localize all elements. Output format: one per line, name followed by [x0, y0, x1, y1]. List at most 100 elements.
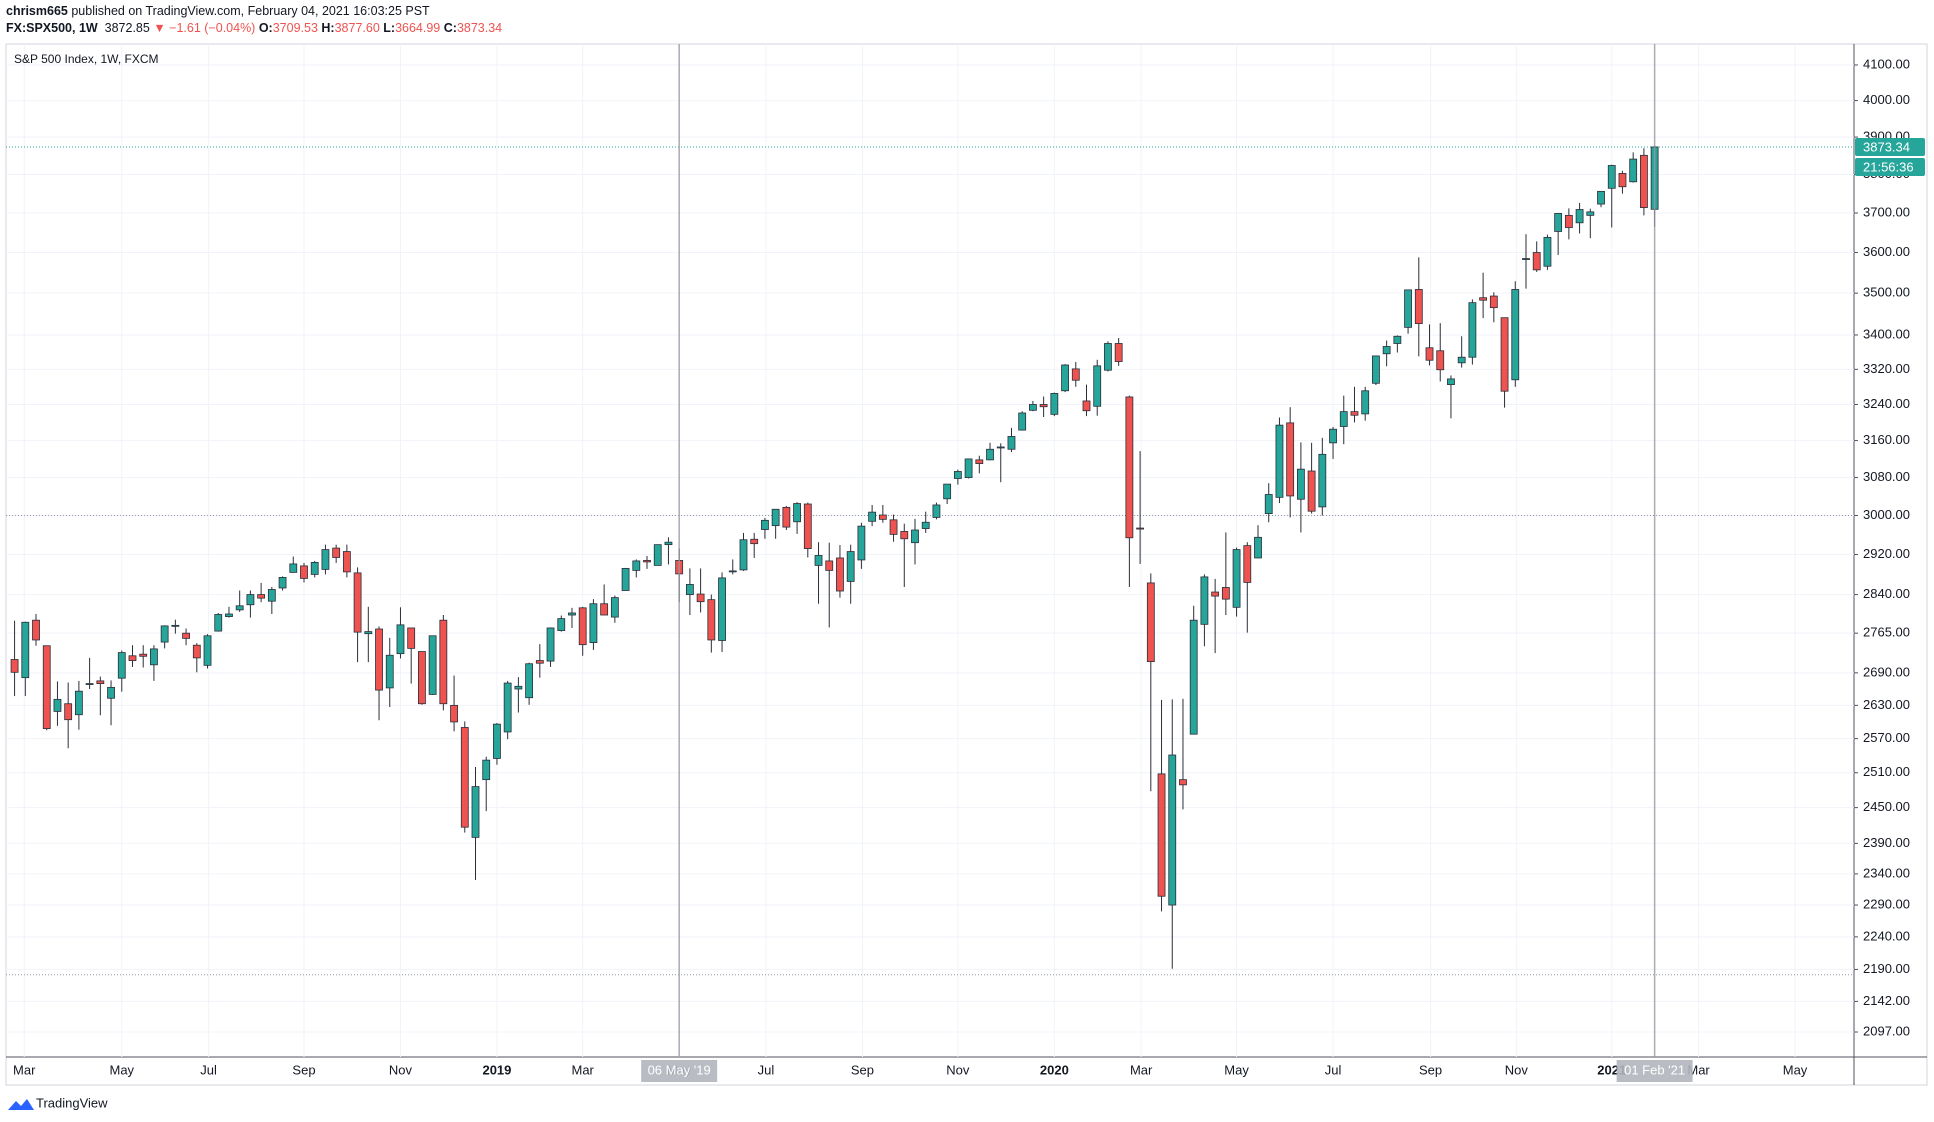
candle-body — [1114, 343, 1123, 362]
c-label: C: — [443, 21, 457, 35]
y-tick-label: 3320.00 — [1863, 361, 1910, 376]
candle-body — [21, 621, 30, 679]
x-tick-label: Sep — [292, 1062, 315, 1077]
x-tick-label: Jul — [758, 1062, 775, 1077]
candle-body — [214, 614, 223, 632]
candle-body — [1286, 422, 1295, 497]
y-tick-label: 2510.00 — [1863, 764, 1910, 779]
y-tick-label: 2290.00 — [1863, 896, 1910, 911]
y-tick-label: 2450.00 — [1863, 799, 1910, 814]
published: published on TradingView.com, February 0… — [71, 4, 430, 18]
candle-body — [1597, 190, 1605, 205]
crosshair-tag — [1616, 1060, 1693, 1082]
candle-body — [128, 655, 137, 661]
candle-body — [1157, 773, 1166, 897]
candle-body — [1500, 317, 1509, 392]
candle-body — [1543, 236, 1552, 267]
y-tick-label: 2765.00 — [1863, 625, 1910, 640]
y-tick-label: 3240.00 — [1863, 396, 1910, 411]
candle-body — [1522, 258, 1530, 260]
candle-body — [460, 727, 469, 828]
x-tick-label: Jul — [1325, 1062, 1342, 1077]
candle-body — [342, 551, 351, 573]
candle-body — [600, 603, 609, 616]
candle-body — [782, 506, 791, 528]
candle-body — [1018, 412, 1027, 431]
y-tick-label: 3400.00 — [1863, 326, 1910, 341]
y-tick-label: 3700.00 — [1863, 204, 1910, 219]
candle-body — [375, 628, 383, 691]
candle-body — [246, 594, 255, 606]
candle-body — [364, 631, 373, 635]
h: 3877.60 — [334, 21, 380, 35]
candle-body — [107, 686, 115, 699]
y-tick-label: 3500.00 — [1863, 285, 1910, 300]
x-tick-label: Sep — [851, 1062, 874, 1077]
candle-body — [1050, 393, 1059, 415]
candle-body — [525, 663, 533, 699]
candle-body — [493, 723, 501, 759]
candle-body — [707, 599, 716, 641]
candle-body — [900, 531, 909, 540]
y-tick-label: 4100.00 — [1863, 56, 1910, 71]
candle-body — [257, 594, 266, 599]
y-tick-label: 3160.00 — [1863, 432, 1910, 447]
candle-body — [1179, 779, 1187, 786]
crosshair-label: 06 May '19 — [648, 1062, 711, 1077]
candle-body — [1296, 468, 1305, 500]
candle-body — [911, 529, 919, 544]
candle-body — [696, 593, 705, 603]
x-tick-label: May — [109, 1062, 134, 1077]
candle-body — [1414, 289, 1423, 324]
candle-body — [1404, 289, 1412, 328]
last: 3872.85 — [104, 21, 150, 35]
y-tick-label: 2340.00 — [1863, 865, 1910, 880]
y-tick-label: 2570.00 — [1863, 730, 1910, 745]
candle-body — [1629, 158, 1638, 183]
candle-body — [1350, 411, 1359, 416]
candle-body — [1564, 214, 1573, 228]
candle-body — [836, 557, 844, 592]
candle-body — [439, 619, 448, 705]
candle-body — [450, 704, 458, 723]
candle-body — [1447, 378, 1455, 386]
candle-body — [1511, 289, 1520, 381]
l-label: L: — [383, 21, 396, 35]
candle-body — [1339, 411, 1348, 427]
candle-body — [74, 690, 83, 716]
candle-body — [1168, 754, 1177, 906]
candle-body — [889, 519, 898, 535]
candle-body — [932, 504, 941, 518]
candle-body — [1243, 545, 1252, 583]
candle-body — [728, 570, 737, 573]
candle-body — [53, 698, 62, 712]
y-tick-label: 4000.00 — [1863, 92, 1910, 107]
y-tick-label: 2240.00 — [1863, 928, 1910, 943]
x-tick-label: Mar — [1130, 1062, 1153, 1077]
frame — [5, 43, 1928, 1086]
candle-body — [1372, 355, 1380, 384]
candle-body — [1189, 619, 1198, 735]
h-label: H: — [321, 21, 335, 35]
candle-body — [139, 653, 148, 657]
x-tick-label: 2020 — [1040, 1062, 1069, 1077]
candle-body — [1200, 576, 1209, 625]
x-tick-label: Nov — [389, 1062, 413, 1077]
candle-body — [546, 627, 555, 662]
candle-body — [321, 549, 330, 570]
y-tick-label: 2630.00 — [1863, 697, 1910, 712]
candle-body — [621, 567, 630, 591]
candle-body — [1586, 211, 1595, 216]
candle-body — [235, 605, 244, 611]
candle-body — [1061, 364, 1069, 392]
price-tag-label: 3873.34 — [1863, 139, 1910, 154]
candle-body — [160, 625, 169, 643]
candle-body — [300, 565, 308, 579]
candle-body — [64, 703, 73, 721]
candle-body — [1007, 436, 1016, 450]
candle-body — [568, 612, 576, 616]
candle-body — [771, 508, 780, 527]
candle-body — [1393, 335, 1402, 344]
l: 3664.99 — [395, 21, 441, 35]
candle-body — [1436, 350, 1445, 371]
